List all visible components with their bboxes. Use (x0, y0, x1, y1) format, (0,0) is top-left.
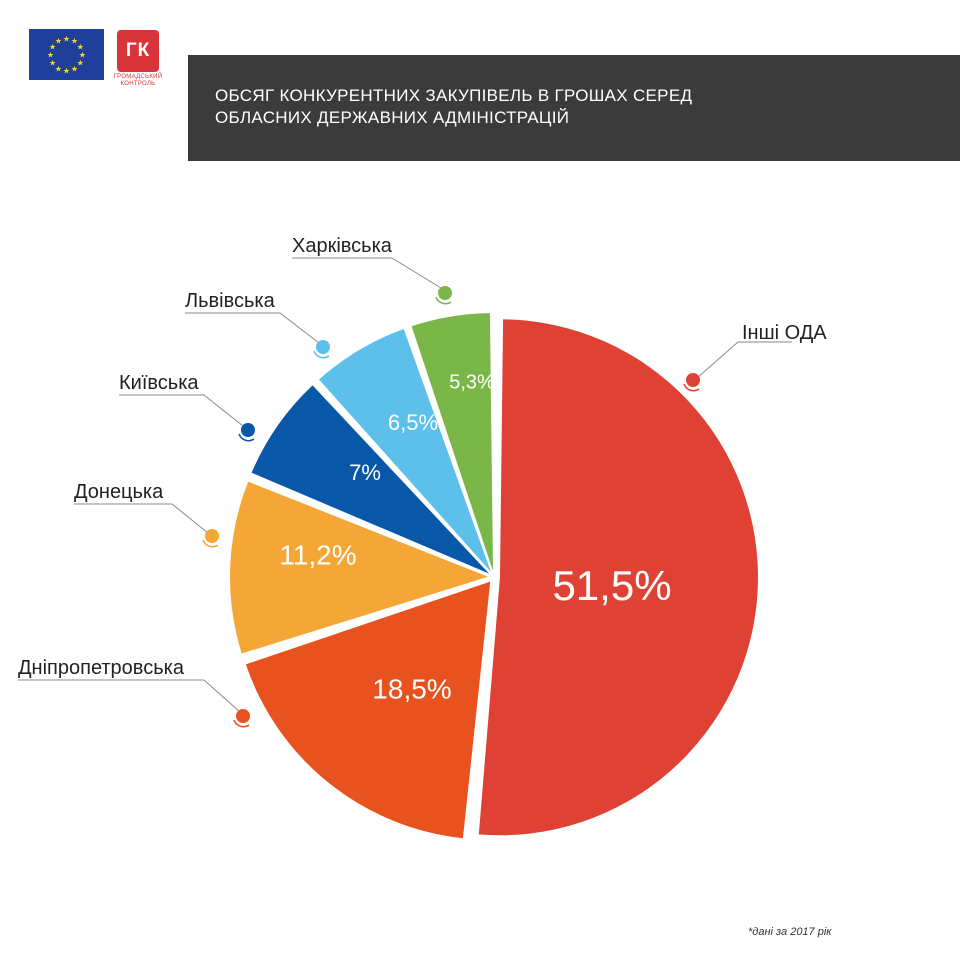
leader-line (119, 394, 244, 427)
slice-percent-label: 7% (349, 460, 381, 485)
title-bar: ОБСЯГ КОНКУРЕНТНИХ ЗАКУПІВЕЛЬ В ГРОШАХ С… (188, 55, 960, 161)
slice-percent-label: 51,5% (552, 562, 671, 609)
chart-title: ОБСЯГ КОНКУРЕНТНИХ ЗАКУПІВЕЛЬ В ГРОШАХ С… (215, 86, 693, 127)
pie-slice (230, 481, 489, 654)
legend-dot-icon (205, 529, 219, 543)
footnote: *дані за 2017 рік (748, 926, 832, 938)
pie-slice (245, 581, 491, 839)
eu-star-icon: ★ (77, 43, 84, 52)
pie-slice (478, 319, 758, 836)
slice-category-label: Харківська (292, 235, 393, 257)
legend-dot-swoosh (233, 719, 250, 728)
legend-dot-icon (438, 286, 452, 300)
slice-category-label: Дніпропетровська (18, 657, 185, 679)
legend-dot-swoosh (435, 296, 452, 305)
eu-star-icon: ★ (63, 67, 70, 76)
eu-star-icon: ★ (71, 37, 78, 46)
legend-dot-swoosh (683, 383, 700, 392)
slice-percent-label: 18,5% (372, 673, 451, 704)
pie-slice (411, 313, 494, 572)
eu-star-icon: ★ (77, 59, 84, 68)
legend-dot-icon (686, 373, 700, 387)
gk-logo-mark: ГК (117, 30, 159, 72)
leader-line (18, 679, 241, 713)
eu-star-icon: ★ (79, 51, 86, 60)
eu-star-icon: ★ (49, 59, 56, 68)
eu-stars-icon: ★ ★★★★★★★★★★★ (47, 35, 86, 76)
slice-percent-label: 5,3% (449, 371, 495, 393)
slice-percent-label: 11,2% (279, 539, 356, 570)
slice-category-label: Інші ОДА (742, 322, 827, 344)
eu-star-icon: ★ (47, 51, 54, 60)
gk-logo: ГК ГРОМАДСЬКИЙ КОНТРОЛЬ (114, 30, 162, 92)
legend-dot-icon (316, 340, 330, 354)
eu-star-icon: ★ (55, 37, 62, 46)
pie-slice (251, 385, 490, 574)
leader-line (185, 312, 320, 344)
slice-category-label: Донецька (74, 481, 164, 503)
gk-logo-text: ГРОМАДСЬКИЙ КОНТРОЛЬ (113, 74, 163, 87)
pie-slice (318, 329, 491, 572)
leader-line (696, 341, 792, 379)
eu-star-icon: ★ (49, 43, 56, 52)
legend-dot-icon (236, 709, 250, 723)
eu-flag-icon: ★ ★ ★ ★ ★ ★ ★ ★ ★ ★ ★ ★ (29, 29, 104, 80)
legend-dot-icon (241, 423, 255, 437)
leader-line (292, 257, 442, 289)
slice-category-label: Львівська (185, 290, 276, 312)
eu-star-icon: ★ (55, 64, 62, 73)
legend-dot-swoosh (313, 350, 330, 359)
slice-category-label: Київська (119, 372, 199, 394)
eu-star-icon: ★ (71, 64, 78, 73)
eu-star-icon: ★ (63, 35, 70, 44)
legend-dot-swoosh (238, 433, 255, 442)
slice-percent-label: 6,5% (388, 410, 438, 435)
legend-dot-swoosh (202, 539, 219, 548)
leader-line (74, 503, 209, 534)
